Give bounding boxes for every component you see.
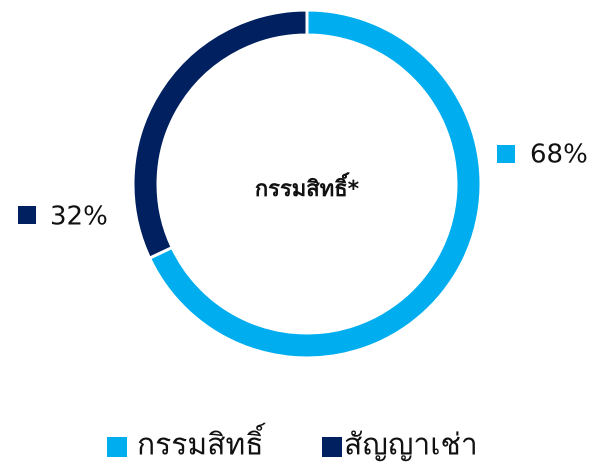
center-label: กรรมสิทธิ์* [255,172,360,202]
label-swatch [497,145,515,163]
label-swatch [18,206,36,224]
legend-label: สัญญาเช่า [344,428,478,463]
donut-slice [131,8,309,261]
legend-label: กรรมสิทธิ์ [137,423,266,463]
value-label: 32% [50,202,108,232]
legend-swatch [107,437,127,457]
value-label: 68% [530,140,588,170]
donut-slice [147,8,483,360]
legend-swatch [322,437,342,457]
